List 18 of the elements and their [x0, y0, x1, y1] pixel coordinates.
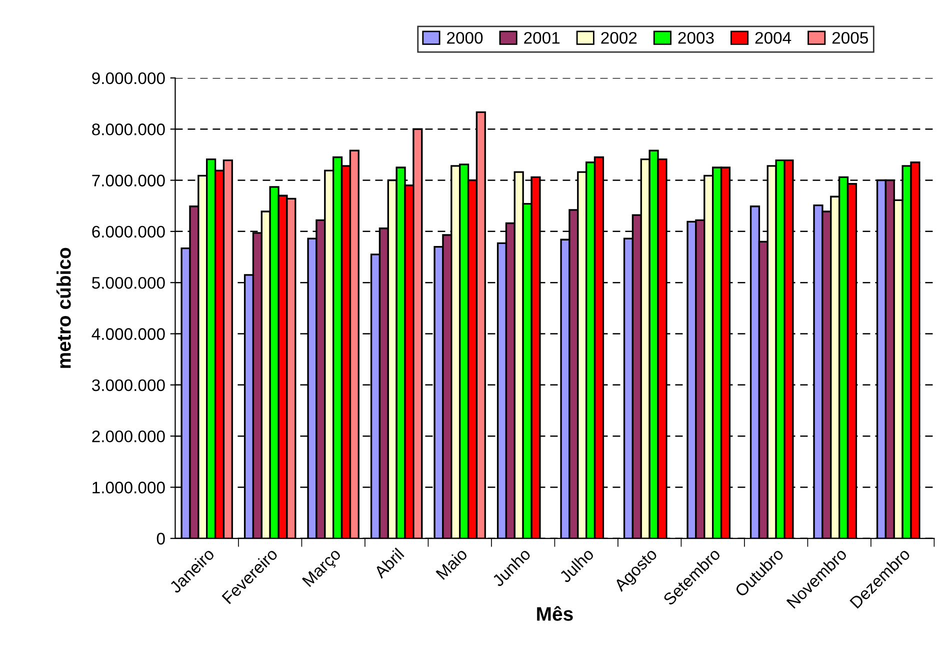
y-tick-label: 4.000.000: [92, 328, 165, 340]
legend-label: 2005: [832, 32, 868, 44]
legend-label: 2001: [524, 32, 560, 44]
y-tick-label: 0: [156, 532, 165, 545]
y-tick-label: 2.000.000: [92, 430, 165, 442]
legend-label: 2003: [678, 32, 714, 44]
legend-label: 2002: [601, 32, 637, 44]
x-axis-title: Mês: [537, 606, 573, 621]
y-tick-label: 8.000.000: [92, 124, 165, 136]
y-tick-label: 7.000.000: [92, 174, 165, 186]
y-tick-label: 5.000.000: [92, 276, 165, 289]
y-tick-label: 6.000.000: [92, 226, 165, 238]
y-axis-title: metro cúbico: [56, 248, 71, 368]
y-tick-label: 3.000.000: [92, 379, 165, 392]
legend-label: 2004: [755, 32, 792, 44]
y-tick-label: 9.000.000: [92, 72, 165, 84]
legend-label: 2000: [447, 32, 483, 44]
y-tick-label: 1.000.000: [92, 482, 165, 494]
